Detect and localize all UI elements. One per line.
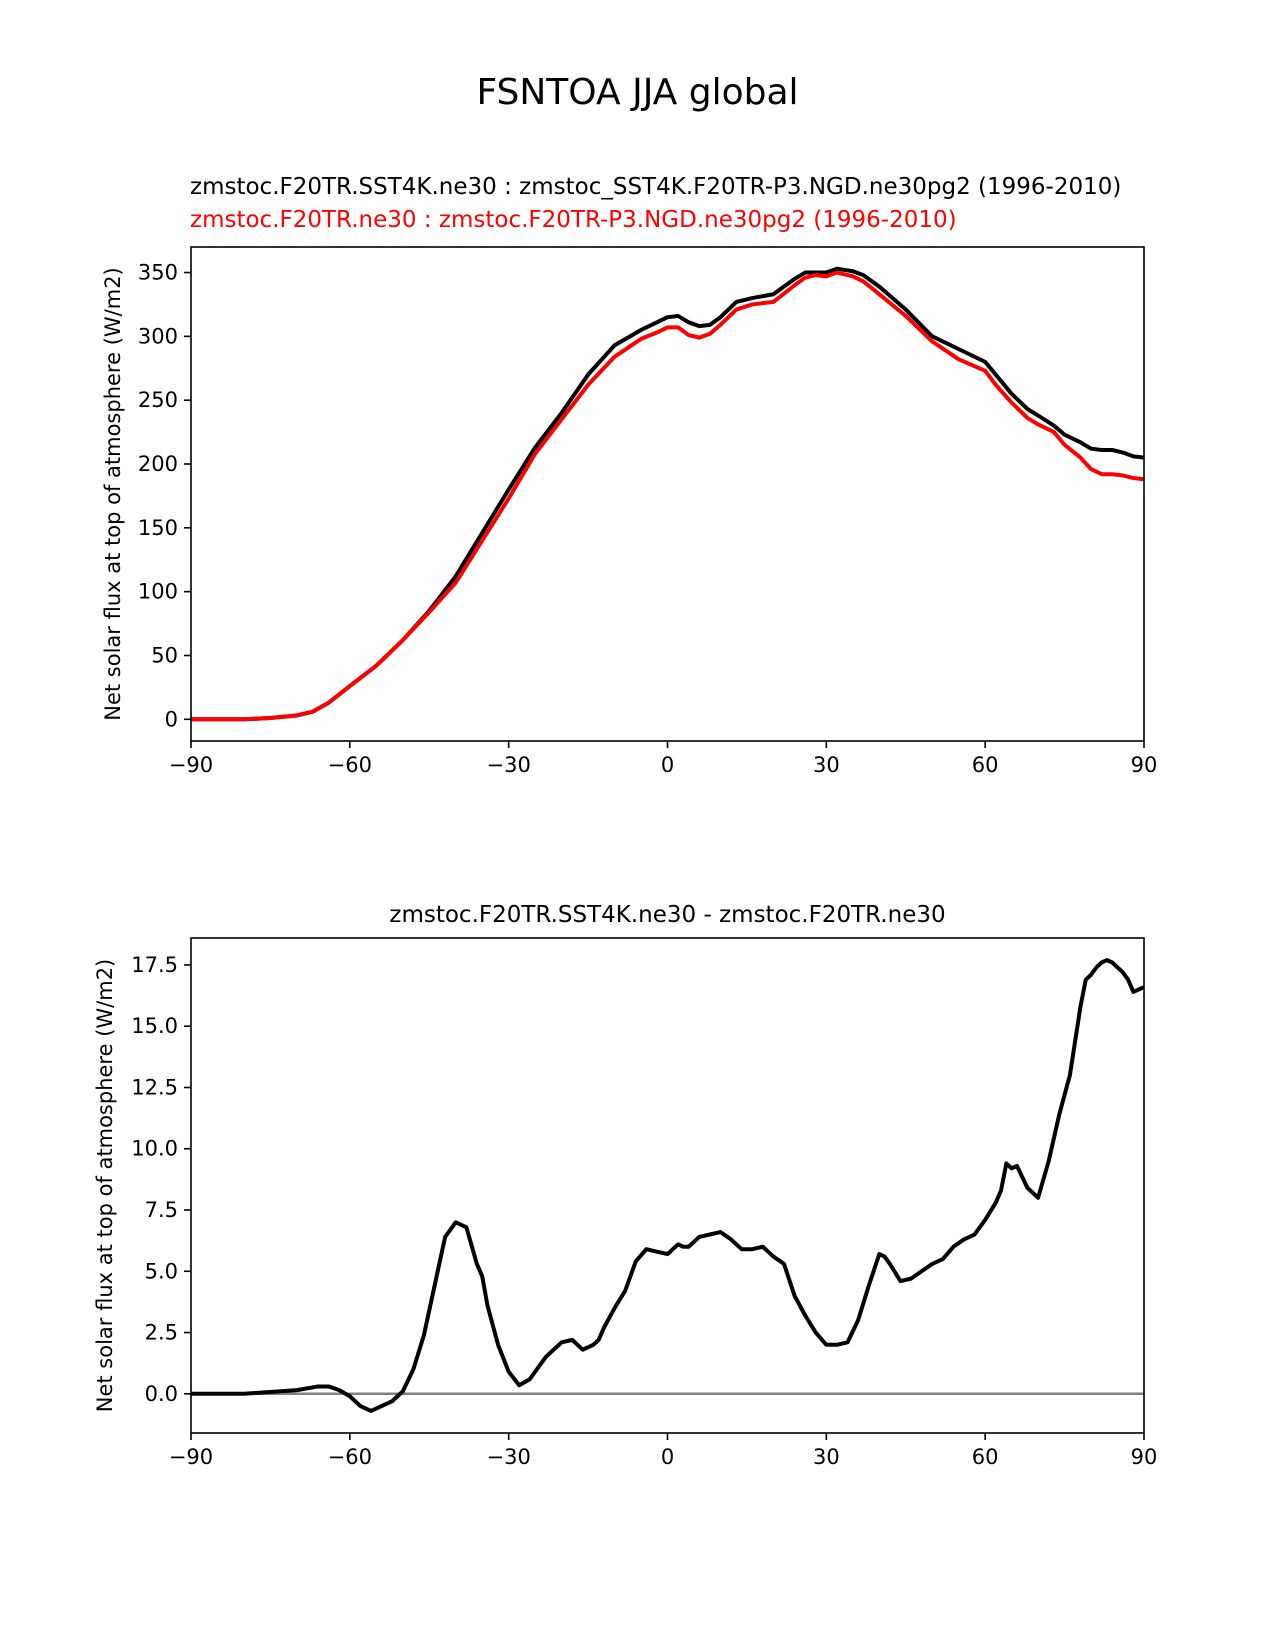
bottom-xtick-label: 90 <box>1131 1445 1158 1469</box>
bottom-xtick-label: −60 <box>328 1445 372 1469</box>
top-xtick-label: −60 <box>328 753 372 777</box>
top-xtick-label: 0 <box>661 753 674 777</box>
bottom-ytick-label: 12.5 <box>131 1075 178 1099</box>
top-xtick-label: 30 <box>813 753 840 777</box>
top-xtick-label: −90 <box>169 753 213 777</box>
top-xtick-label: 90 <box>1131 753 1158 777</box>
bottom-y-axis-label: Net solar flux at top of atmosphere (W/m… <box>93 959 117 1412</box>
bottom-ytick-label: 17.5 <box>131 953 178 977</box>
top-xtick-label: 60 <box>972 753 999 777</box>
bottom-ytick-label: 15.0 <box>131 1014 178 1038</box>
figure-title: FSNTOA JJA global <box>476 72 799 113</box>
top-ytick-label: 0 <box>165 707 178 731</box>
bottom-chart-title: zmstoc.F20TR.SST4K.ne30 - zmstoc.F20TR.n… <box>389 902 946 928</box>
top-plot-frame <box>190 246 1145 742</box>
bottom-xtick-label: −30 <box>487 1445 531 1469</box>
top-series-line-0 <box>191 266 1145 722</box>
top-series-line-1 <box>191 270 1145 722</box>
bottom-xtick-label: 0 <box>661 1445 674 1469</box>
bottom-xtick-label: 60 <box>972 1445 999 1469</box>
bottom-ytick-label: 7.5 <box>145 1198 178 1222</box>
bottom-ytick-label: 0.0 <box>145 1382 178 1406</box>
top-ytick-label: 150 <box>138 516 178 540</box>
top-ytick-label: 100 <box>138 580 178 604</box>
bottom-xtick-label: 30 <box>813 1445 840 1469</box>
bottom-ytick-label: 10.0 <box>131 1137 178 1161</box>
top-y-axis-label: Net solar flux at top of atmosphere (W/m… <box>101 267 125 720</box>
top-xtick-label: −30 <box>487 753 531 777</box>
top-chart-subtitle-2: zmstoc.F20TR.ne30 : zmstoc.F20TR-P3.NGD.… <box>190 207 957 233</box>
top-ytick-label: 250 <box>138 388 178 412</box>
top-chart-subtitle-1: zmstoc.F20TR.SST4K.ne30 : zmstoc_SST4K.F… <box>190 174 1122 200</box>
top-ytick-label: 50 <box>151 643 178 667</box>
top-ytick-label: 300 <box>138 324 178 348</box>
bottom-ytick-label: 5.0 <box>145 1259 178 1283</box>
bottom-ytick-label: 2.5 <box>145 1321 178 1345</box>
bottom-series-line-0 <box>191 958 1145 1413</box>
bottom-xtick-label: −90 <box>169 1445 213 1469</box>
top-ytick-label: 200 <box>138 452 178 476</box>
top-ytick-label: 350 <box>138 261 178 285</box>
